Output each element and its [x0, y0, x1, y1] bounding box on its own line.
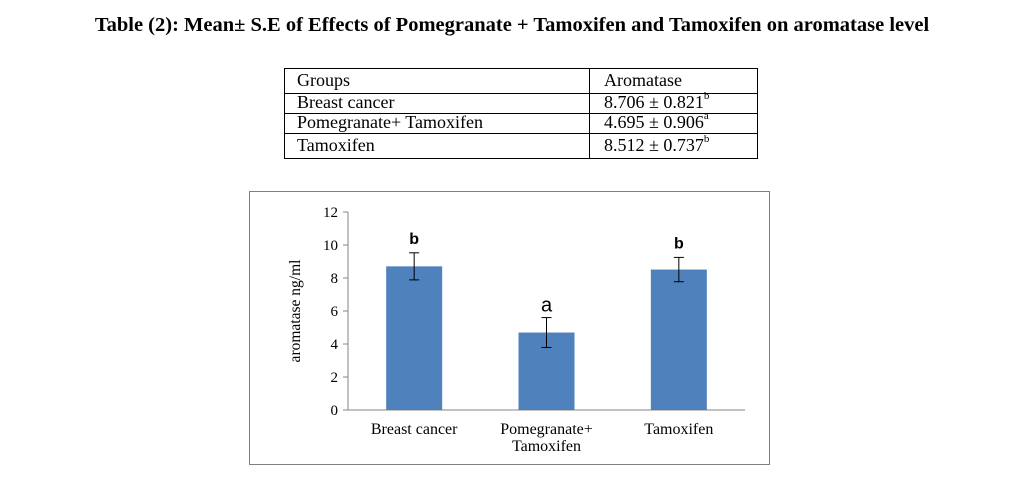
value-cell: 8.512 ± 0.737b — [589, 133, 758, 159]
bar — [650, 269, 707, 410]
group-cell: Pomegranate+ Tamoxifen — [284, 113, 590, 134]
y-tick-label: 6 — [331, 304, 339, 320]
y-tick-label: 0 — [331, 403, 339, 419]
value-text: 8.706 ± 0.821 — [604, 92, 704, 112]
table-row: Breast cancer 8.706 ± 0.821b — [284, 91, 758, 114]
y-axis-label: aromatase ng/ml — [287, 260, 304, 363]
table-row: Tamoxifen 8.512 ± 0.737b — [284, 133, 758, 159]
significance-letter: a — [541, 295, 553, 317]
x-tick-label: Tamoxifen — [644, 421, 713, 438]
x-tick-label: Breast cancer — [371, 421, 458, 438]
value-text: 8.512 ± 0.737 — [604, 135, 704, 155]
y-tick-label: 2 — [331, 370, 339, 386]
table-header-row: Groups Aromatase — [284, 68, 758, 94]
bar-chart: 0 2 4 6 8 10 12 aromatase ng/ml b Breast cancer a P… — [287, 205, 745, 455]
significance-letter: b — [409, 231, 419, 248]
x-tick-label: Pomegranate+ — [500, 421, 593, 438]
group-cell: Tamoxifen — [284, 133, 590, 159]
group-cell: Breast cancer — [284, 93, 590, 114]
value-cell: 8.706 ± 0.821b — [589, 91, 758, 114]
table-title: Table (2): Mean± S.E of Effects of Pomeg… — [94, 14, 930, 36]
bar — [386, 266, 443, 410]
y-tick-label: 8 — [331, 271, 339, 287]
significance-letter: b — [703, 133, 710, 145]
table-row: Pomegranate+ Tamoxifen 4.695 ± 0.906a — [284, 111, 758, 134]
header-aromatase: Aromatase — [589, 68, 758, 94]
y-tick-label: 4 — [331, 337, 339, 353]
results-table: Groups Aromatase Breast cancer 8.706 ± 0… — [284, 68, 758, 159]
chart-frame: 0 2 4 6 8 10 12 aromatase ng/ml b Breast cancer a P… — [249, 191, 770, 465]
y-tick-label: 10 — [323, 238, 338, 254]
significance-letter: b — [703, 90, 710, 102]
significance-letter: a — [703, 110, 709, 122]
x-tick-label: Tamoxifen — [512, 438, 581, 455]
significance-letter: b — [674, 235, 684, 252]
value-cell: 4.695 ± 0.906a — [589, 111, 758, 134]
header-groups: Groups — [284, 68, 590, 94]
value-text: 4.695 ± 0.906 — [604, 112, 704, 132]
y-tick-label: 12 — [323, 205, 338, 221]
